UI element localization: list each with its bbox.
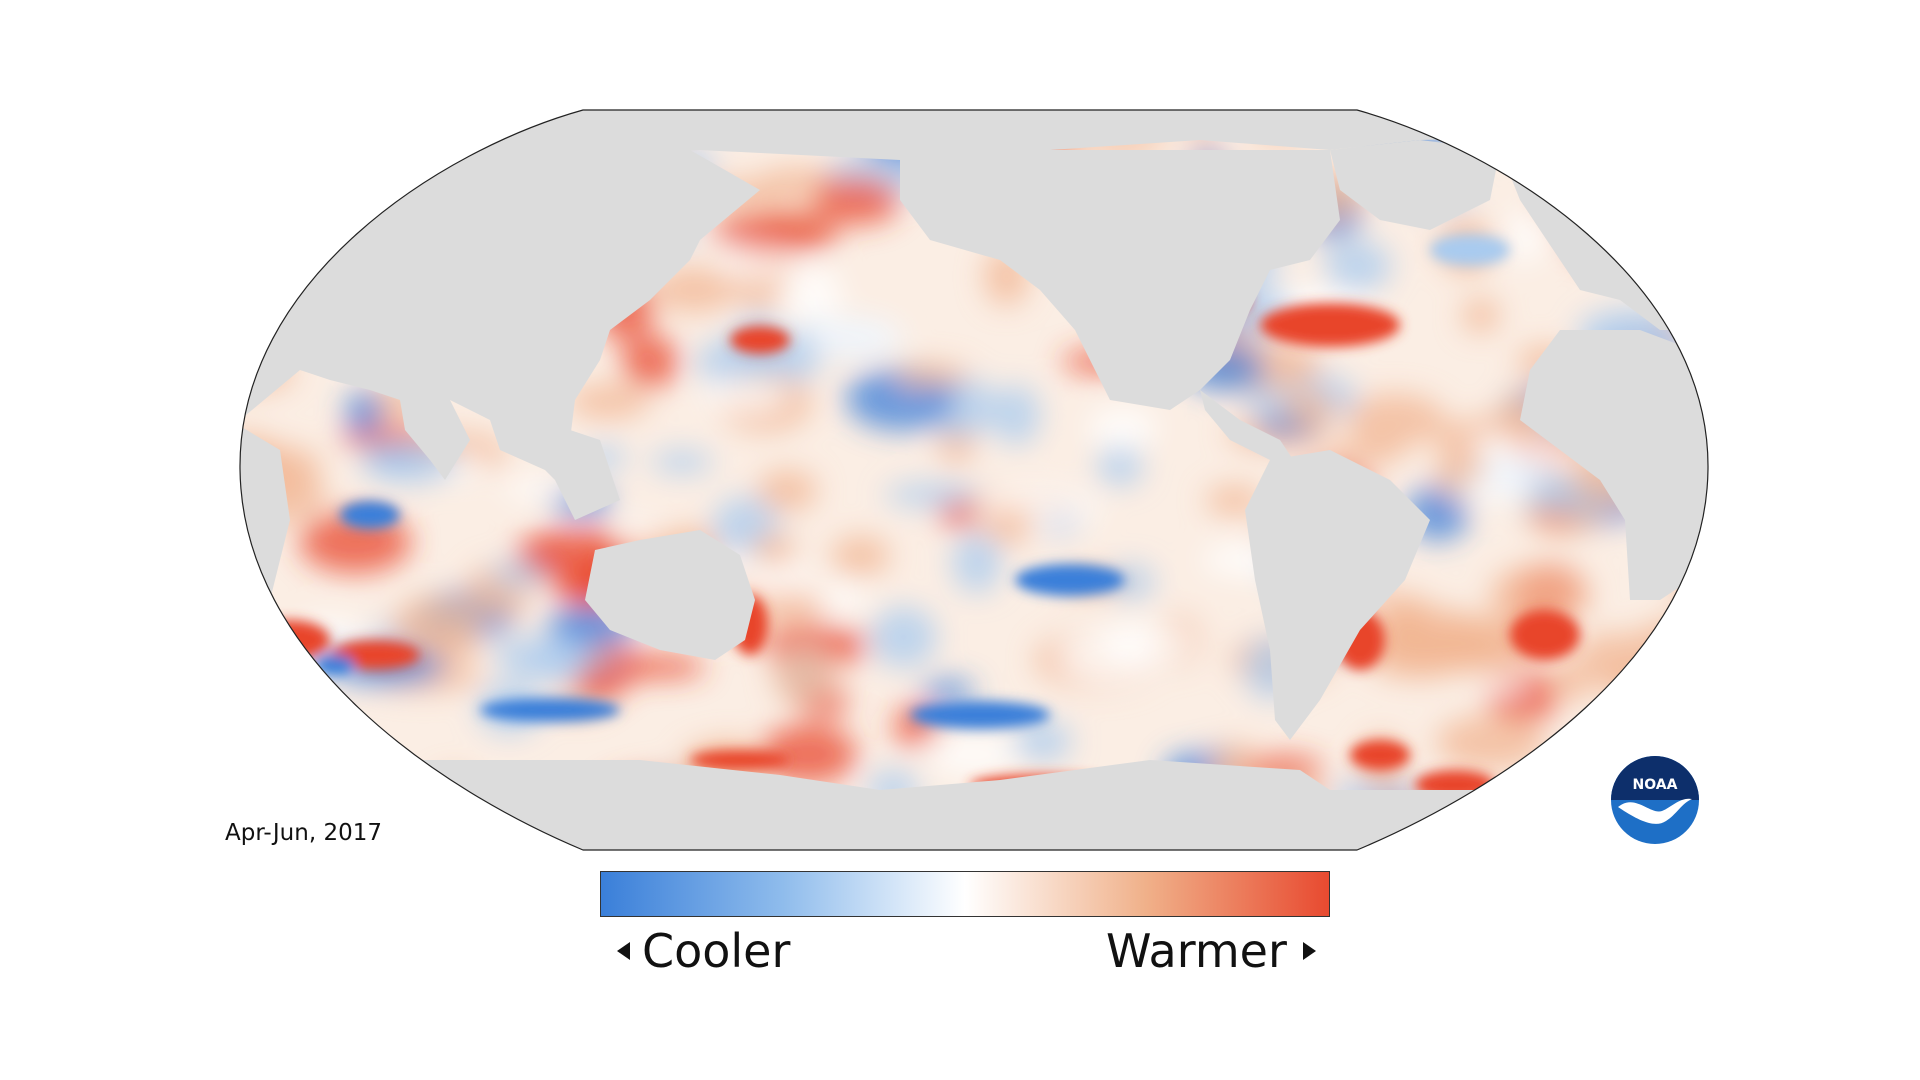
anomaly-patch xyxy=(1280,390,1338,426)
anomaly-feature xyxy=(1510,610,1580,660)
legend-cooler: Cooler xyxy=(617,924,790,978)
anomaly-patch xyxy=(1324,240,1392,292)
anomaly-patch xyxy=(369,120,477,142)
color-scale-bar xyxy=(600,871,1330,917)
anomaly-patch xyxy=(894,363,969,389)
anomaly-feature xyxy=(1015,564,1125,596)
anomaly-patch xyxy=(758,725,857,784)
anomaly-feature xyxy=(730,326,790,354)
land-greenland xyxy=(1330,140,1500,230)
anomaly-patch xyxy=(1665,277,1707,333)
anomaly-feature xyxy=(480,698,620,722)
anomaly-patch xyxy=(1592,170,1661,195)
anomaly-patch xyxy=(757,469,818,512)
anomaly-patch xyxy=(494,636,590,679)
anomaly-patch xyxy=(1435,715,1545,770)
anomaly-patch xyxy=(650,450,714,474)
anomaly-patch xyxy=(1688,114,1709,145)
land-asia xyxy=(239,150,760,470)
anomaly-patch xyxy=(1554,112,1666,176)
legend-warmer: Warmer xyxy=(1106,924,1316,978)
land-central-america xyxy=(1200,390,1300,470)
land-antarctica xyxy=(239,760,1709,850)
anomaly-patch xyxy=(567,384,650,419)
anomaly-patch xyxy=(1456,474,1540,504)
anomaly-patch xyxy=(695,334,820,391)
anomaly-patch xyxy=(1099,621,1194,667)
anomaly-patch xyxy=(751,589,826,626)
map-outline xyxy=(239,109,1709,851)
anomaly-patch xyxy=(1551,660,1594,701)
anomaly-feature xyxy=(910,701,1050,729)
anomaly-patch xyxy=(652,267,736,313)
land-masses xyxy=(239,110,1709,850)
anomaly-patch xyxy=(335,151,389,185)
anomaly-patch xyxy=(621,335,679,388)
anomaly-patch xyxy=(1656,110,1702,148)
anomaly-patch xyxy=(367,110,420,159)
anomaly-patch xyxy=(1087,405,1158,450)
anomaly-patch xyxy=(1461,297,1500,333)
anomaly-patch xyxy=(701,378,789,413)
land-australia xyxy=(585,530,755,660)
anomaly-patch xyxy=(1013,721,1072,762)
anomaly-patch xyxy=(1507,208,1544,266)
anomaly-feature xyxy=(315,655,355,675)
anomaly-patch xyxy=(992,385,1040,445)
anomaly-feature xyxy=(1350,740,1410,770)
anomaly-patch xyxy=(1390,610,1430,659)
land-africa-west xyxy=(1520,330,1709,600)
anomaly-patch xyxy=(924,734,1022,775)
logo-text: NOAA xyxy=(1633,777,1678,793)
anomaly-feature xyxy=(1260,303,1400,347)
anomaly-patch xyxy=(435,110,529,133)
land-india xyxy=(400,400,470,480)
anomaly-patch xyxy=(984,507,1033,545)
anomaly-patch xyxy=(488,561,549,587)
legend-cooler-label: Cooler xyxy=(642,924,791,978)
anomaly-patch xyxy=(1346,393,1446,448)
arrow-left-icon xyxy=(617,942,630,960)
anomaly-feature xyxy=(690,750,790,770)
anomaly-patch xyxy=(751,532,796,568)
anomaly-patch xyxy=(502,478,567,500)
anomaly-patch xyxy=(921,679,976,704)
anomaly-patch xyxy=(239,123,358,167)
anomaly-patch xyxy=(713,211,839,254)
anomaly-patch xyxy=(884,482,982,508)
anomaly-patch xyxy=(870,606,937,668)
anomaly-patch xyxy=(952,532,1002,593)
arrow-right-icon xyxy=(1302,942,1316,960)
anomaly-patch xyxy=(1615,163,1695,224)
anomaly-patch xyxy=(345,390,383,436)
anomaly-patch xyxy=(239,189,295,233)
land-north-america xyxy=(900,150,1340,410)
anomaly-patch xyxy=(808,316,904,359)
anomaly-patch xyxy=(778,264,843,326)
anomaly-patch xyxy=(1481,674,1526,696)
anomaly-patch xyxy=(1488,565,1590,626)
land-se-asia xyxy=(535,420,620,520)
map-content xyxy=(239,110,1709,850)
anomaly-feature xyxy=(1430,234,1510,266)
anomaly-patch xyxy=(336,128,410,179)
land-south-america xyxy=(1245,450,1430,740)
anomaly-patch xyxy=(1096,446,1144,486)
anomaly-patch xyxy=(239,125,346,157)
period-label: Apr-Jun, 2017 xyxy=(225,820,382,846)
legend-warmer-label: Warmer xyxy=(1106,924,1287,978)
anomaly-patch xyxy=(304,129,420,193)
anomaly-patch xyxy=(811,176,901,225)
noaa-logo-icon: NOAA xyxy=(1611,756,1699,844)
anomaly-patch xyxy=(411,635,480,657)
anomaly-patch xyxy=(773,645,834,706)
anomaly-patch xyxy=(1632,617,1709,668)
anomaly-patch xyxy=(831,535,891,576)
anomaly-patch xyxy=(1622,110,1697,148)
anomaly-feature xyxy=(340,501,400,529)
anomaly-patch xyxy=(1592,211,1655,241)
anomaly-patch xyxy=(574,665,623,702)
